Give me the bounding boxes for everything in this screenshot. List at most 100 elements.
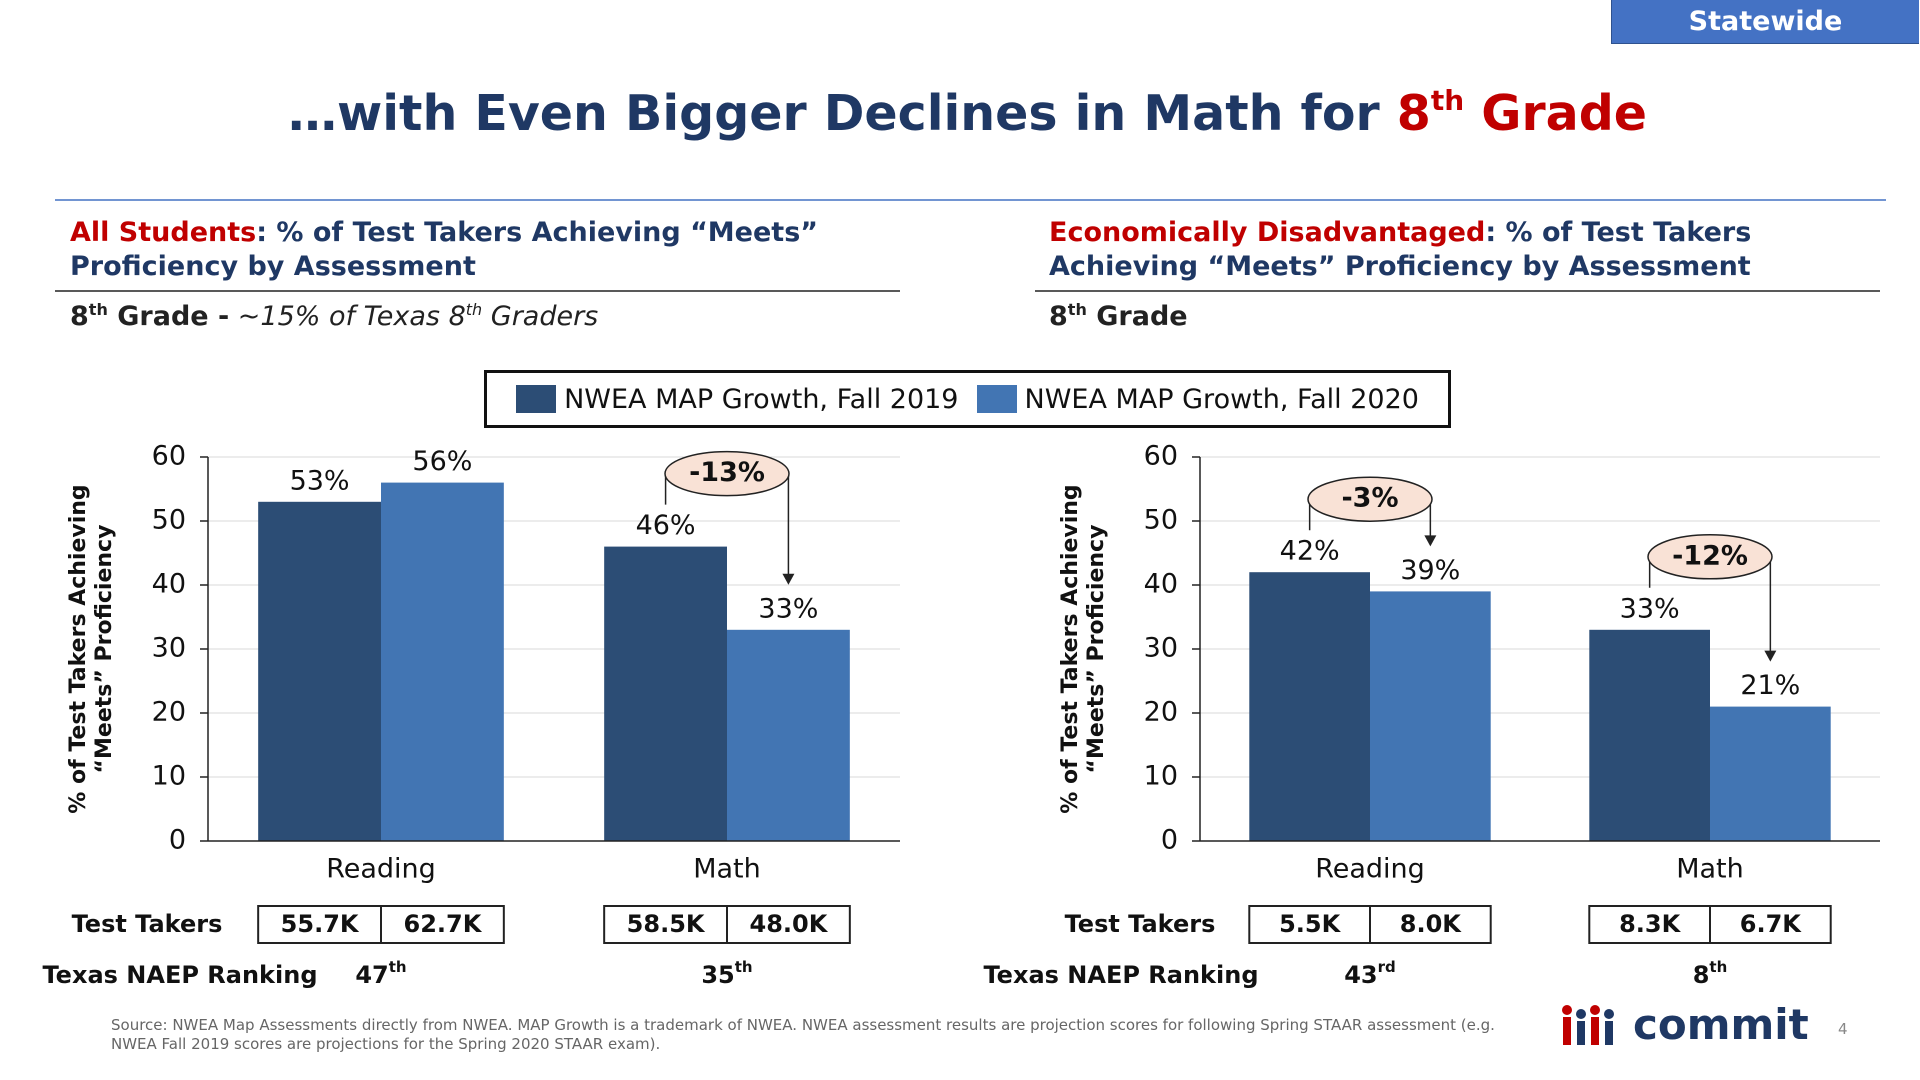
grade-text: Grade - <box>117 301 230 332</box>
test-takers-label: Test Takers <box>72 910 223 938</box>
annotation-label: -12% <box>1672 540 1748 571</box>
naep-rank-suffix: th <box>389 958 407 976</box>
source-note: Source: NWEA Map Assessments directly fr… <box>111 1016 1495 1053</box>
y-tick-label: 20 <box>152 697 186 728</box>
data-label: 21% <box>1740 670 1800 701</box>
annotation-bubble <box>664 450 790 497</box>
title-highlight: 8th Grade <box>1396 84 1648 142</box>
annotation-label: -13% <box>689 457 765 488</box>
chart-subheading: 8th Grade - ~15% of Texas 8th Graders <box>70 300 598 332</box>
chart-heading: Economically Disadvantaged: % of Test Ta… <box>1049 216 1869 284</box>
test-takers-value: 58.5K <box>627 910 706 938</box>
bar <box>381 482 504 841</box>
bar <box>1589 629 1710 841</box>
annotation-bubble <box>1307 476 1433 522</box>
annotation-arrow <box>1424 535 1437 547</box>
annotation-arrow <box>1764 650 1777 662</box>
data-label: 46% <box>636 510 696 541</box>
legend: NWEA MAP Growth, Fall 2019 NWEA MAP Growt… <box>484 370 1451 428</box>
title-suffix: th <box>1430 84 1465 117</box>
x-tick-label: Reading <box>326 854 436 885</box>
legend-item: NWEA MAP Growth, Fall 2019 <box>516 384 959 415</box>
x-tick-label: Math <box>693 854 761 885</box>
y-axis-label: % of Test Takers Achieving “Meets” Profi… <box>1058 484 1109 814</box>
heading-highlight: Economically Disadvantaged <box>1049 217 1486 248</box>
y-tick-label: 60 <box>1144 441 1178 472</box>
data-label: 53% <box>290 465 350 496</box>
heading-text: : % of Test Takers Achieving “Meets” Pro… <box>1049 217 1752 282</box>
naep-rank: 47th <box>355 958 406 990</box>
bar <box>1249 572 1370 841</box>
y-tick-label: 10 <box>152 761 186 792</box>
logo-icon <box>1562 1004 1614 1045</box>
page-number: 4 <box>1838 1020 1848 1038</box>
title-number: 8 <box>1396 85 1431 142</box>
grade-number: 8 <box>1049 301 1068 332</box>
data-label: 39% <box>1400 555 1460 586</box>
y-tick-label: 30 <box>1144 633 1178 664</box>
legend-swatch <box>516 385 557 413</box>
y-tick-label: 50 <box>152 505 186 536</box>
naep-rank-number: 35 <box>701 961 734 989</box>
data-label: 56% <box>412 446 472 477</box>
subheading-grade: 8th Grade - <box>70 300 230 332</box>
y-tick-label: 0 <box>1161 825 1178 856</box>
chart-subheading: 8th Grade <box>1049 300 1188 332</box>
test-takers-value: 48.0K <box>750 910 829 938</box>
test-takers-label: Test Takers <box>1065 910 1216 938</box>
note-suffix: th <box>465 300 483 319</box>
y-tick-label: 40 <box>1144 569 1178 600</box>
subheading-grade: 8th Grade <box>1049 300 1188 332</box>
data-label: 33% <box>1620 593 1680 624</box>
annotation-arrow <box>782 573 795 585</box>
test-takers-value: 62.7K <box>404 910 483 938</box>
y-tick-label: 40 <box>152 569 186 600</box>
data-label: 42% <box>1280 536 1340 567</box>
naep-rank-number: 8 <box>1693 961 1710 989</box>
naep-rank-number: 47 <box>355 961 388 989</box>
test-takers-value: 8.3K <box>1619 910 1682 938</box>
naep-rank-suffix: th <box>1709 958 1727 976</box>
naep-rank: 35th <box>701 958 752 990</box>
grade-text: Grade <box>1096 301 1188 332</box>
chart-heading: All Students: % of Test Takers Achieving… <box>70 216 890 284</box>
y-tick-label: 10 <box>1144 761 1178 792</box>
title-word: Grade <box>1481 85 1648 142</box>
naep-rank-number: 43 <box>1344 961 1377 989</box>
naep-rank-suffix: th <box>735 958 753 976</box>
x-tick-label: Reading <box>1315 854 1425 885</box>
y-tick-label: 60 <box>152 441 186 472</box>
y-axis-label: % of Test Takers Achieving “Meets” Profi… <box>66 484 117 814</box>
annotation-label: -3% <box>1341 483 1398 514</box>
bar <box>727 629 850 841</box>
naep-rank: 43rd <box>1344 958 1396 990</box>
test-takers-value: 8.0K <box>1400 910 1463 938</box>
y-tick-label: 20 <box>1144 697 1178 728</box>
data-label: 33% <box>758 593 818 624</box>
slide-title: …with Even Bigger Declines in Math for 8… <box>0 84 1920 142</box>
x-tick-label: Math <box>1676 854 1744 885</box>
naep-ranking-label: Texas NAEP Ranking <box>43 961 318 989</box>
heading-highlight: All Students <box>70 217 257 248</box>
legend-label: NWEA MAP Growth, Fall 2020 <box>1024 383 1419 415</box>
logo-text: commit <box>1633 1000 1809 1049</box>
test-takers-value: 5.5K <box>1279 910 1342 938</box>
y-tick-label: 50 <box>1144 505 1178 536</box>
annotation-bubble <box>1647 534 1773 580</box>
naep-rank-suffix: rd <box>1378 958 1396 976</box>
y-tick-label: 30 <box>152 633 186 664</box>
subheading-note: ~15% of Texas 8th Graders <box>238 300 599 332</box>
test-takers-value: 6.7K <box>1740 910 1803 938</box>
legend-swatch <box>976 385 1017 413</box>
note-end: Graders <box>490 301 599 332</box>
y-tick-label: 0 <box>169 825 186 856</box>
bar <box>1710 706 1831 841</box>
region-badge: Statewide <box>1611 0 1919 44</box>
legend-item: NWEA MAP Growth, Fall 2020 <box>976 383 1419 415</box>
grade-suffix: th <box>88 300 108 319</box>
grade-suffix: th <box>1067 300 1087 319</box>
test-takers-value: 55.7K <box>281 910 360 938</box>
heading-text: : % of Test Takers Achieving “Meets” Pro… <box>70 217 819 282</box>
